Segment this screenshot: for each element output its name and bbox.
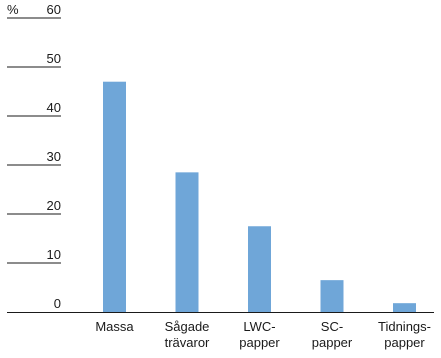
bar [103, 81, 126, 312]
x-tick-label: Massa [95, 319, 134, 334]
x-tick-label-line: Tidnings- [378, 319, 431, 334]
x-axis-labels: Massa Sågade trävarorLWC-papperSC-papperTi… [95, 319, 431, 350]
x-tick-label: Tidnings-papper [378, 319, 431, 350]
bar [393, 303, 416, 312]
bar [320, 280, 344, 312]
y-tick-label: 50 [47, 51, 61, 66]
y-axis: 0 10 20 30 40 50 60% [7, 2, 61, 311]
y-tick-label: 30 [47, 149, 61, 164]
x-tick-label: SC-papper [312, 319, 353, 350]
bars [103, 81, 416, 312]
y-tick-label: 10 [47, 247, 61, 262]
y-unit-label: % [7, 2, 19, 17]
x-tick-label-line: trävaror [165, 335, 210, 350]
x-tick-label-line: LWC- [243, 319, 275, 334]
bar [248, 226, 271, 312]
x-tick-label-line: Sågade [165, 319, 210, 334]
x-tick-label-line: papper [312, 335, 353, 350]
x-tick-label-line: SC- [321, 319, 343, 334]
x-tick-label-line: papper [384, 335, 425, 350]
y-tick-label: 60 [47, 2, 61, 17]
bar [175, 172, 199, 312]
x-tick-label: Sågade trävaror [165, 319, 210, 350]
x-tick-label-line: papper [239, 335, 280, 350]
y-tick-label: 40 [47, 100, 61, 115]
y-tick-label: 20 [47, 198, 61, 213]
x-tick-label: LWC-papper [239, 319, 280, 350]
y-tick-label: 0 [54, 296, 61, 311]
x-tick-label-line: Massa [95, 319, 134, 334]
